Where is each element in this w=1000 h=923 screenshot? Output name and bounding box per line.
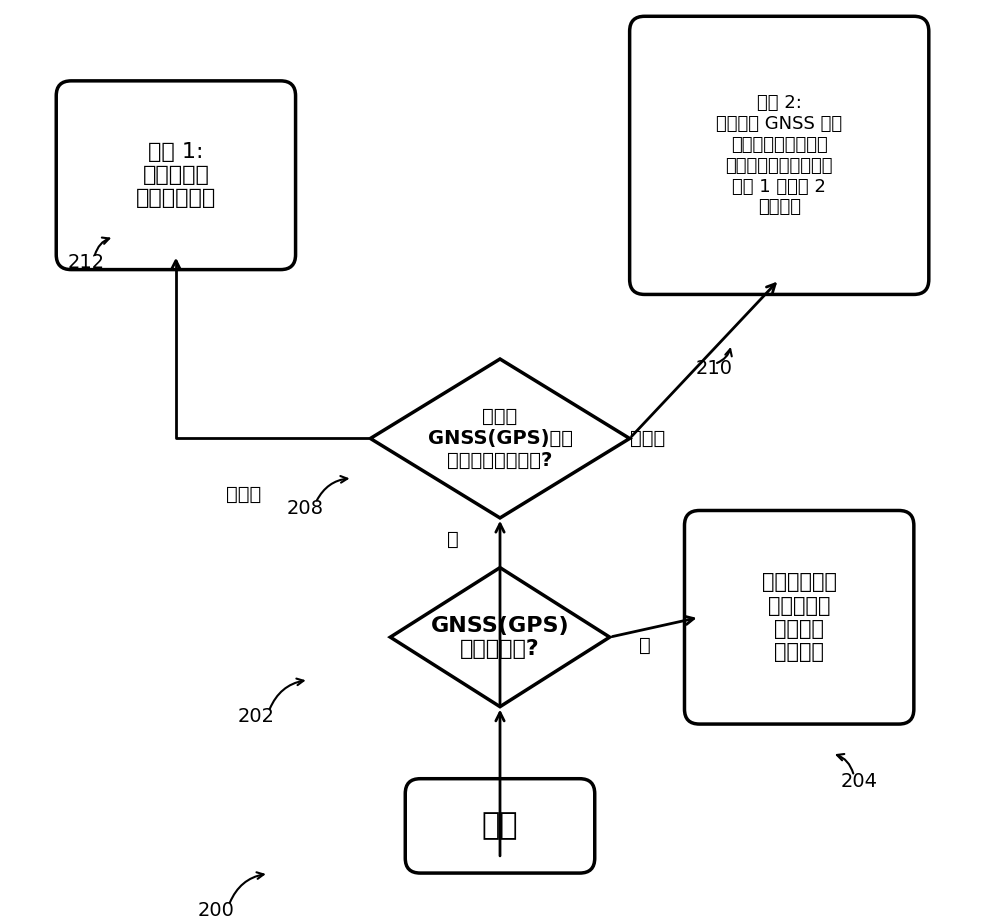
Text: 转发的: 转发的: [226, 485, 261, 504]
Text: 202: 202: [237, 707, 274, 726]
FancyBboxPatch shape: [684, 510, 914, 724]
Text: 选择额定最大
输出值或自
适应功率
控制方法: 选择额定最大 输出值或自 适应功率 控制方法: [762, 572, 837, 662]
FancyBboxPatch shape: [630, 17, 929, 294]
Text: 210: 210: [696, 359, 733, 378]
Text: 方法 2:
选择基于 GNSS 信号
测量的智能功率控制
方法（备选的是，选择
方法 1 和方法 2
的组合）: 方法 2: 选择基于 GNSS 信号 测量的智能功率控制 方法（备选的是，选择 …: [716, 94, 842, 216]
Text: 确定：
GNSS(GPS)信号
是直接还是转发的?: 确定： GNSS(GPS)信号 是直接还是转发的?: [428, 407, 572, 470]
Text: 是: 是: [447, 531, 459, 549]
Text: 212: 212: [68, 253, 105, 272]
Text: 204: 204: [840, 772, 878, 791]
Polygon shape: [370, 359, 630, 518]
Text: 直接的: 直接的: [630, 429, 665, 448]
Polygon shape: [390, 568, 610, 707]
Text: 200: 200: [197, 901, 234, 920]
FancyBboxPatch shape: [56, 81, 296, 270]
Text: GNSS(GPS)
信号可检测?: GNSS(GPS) 信号可检测?: [431, 616, 569, 659]
Text: 否: 否: [639, 636, 650, 654]
Text: 208: 208: [287, 498, 324, 518]
Text: 方法 1:
选择自适应
功率控制方法: 方法 1: 选择自适应 功率控制方法: [136, 142, 216, 209]
FancyBboxPatch shape: [405, 779, 595, 873]
Text: 开始: 开始: [482, 811, 518, 840]
